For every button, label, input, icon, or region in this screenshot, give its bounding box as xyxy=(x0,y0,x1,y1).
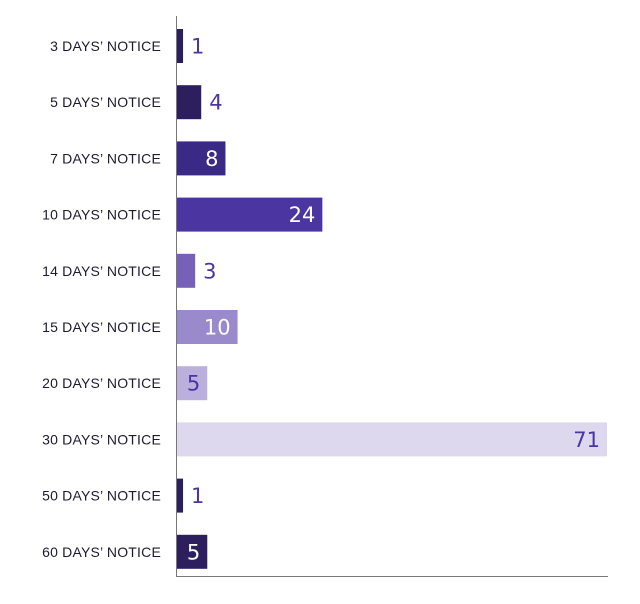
bar-3 xyxy=(177,141,226,176)
bar-8 xyxy=(177,422,607,457)
bar-5 xyxy=(177,253,196,288)
value-label-8: 71 xyxy=(573,428,600,452)
category-label-2: 5 DAYS’ NOTICE xyxy=(50,94,161,110)
category-label-4: 10 DAYS’ NOTICE xyxy=(42,207,161,223)
category-label-3: 7 DAYS’ NOTICE xyxy=(50,150,161,166)
value-label-6: 10 xyxy=(204,316,231,340)
category-label-1: 3 DAYS’ NOTICE xyxy=(50,38,161,54)
value-labels-group: 1 4 8 24 3 10 5 71 1 5 xyxy=(187,35,600,565)
bar-2 xyxy=(177,85,202,120)
value-label-10: 5 xyxy=(187,540,200,564)
bar-10 xyxy=(177,534,208,569)
bar-1 xyxy=(177,29,184,63)
value-label-1: 1 xyxy=(191,35,204,59)
value-label-9: 1 xyxy=(191,484,204,508)
category-label-7: 20 DAYS’ NOTICE xyxy=(42,375,161,391)
bars-group xyxy=(177,29,607,569)
value-label-2: 4 xyxy=(209,91,222,115)
category-label-10: 60 DAYS’ NOTICE xyxy=(42,544,161,560)
category-labels-group: 3 DAYS’ NOTICE 5 DAYS’ NOTICE 7 DAYS’ NOTI… xyxy=(42,38,161,560)
bar-4 xyxy=(177,197,323,232)
bar-7 xyxy=(177,366,208,401)
category-label-8: 30 DAYS’ NOTICE xyxy=(42,431,161,447)
value-label-5: 3 xyxy=(203,259,216,283)
value-label-3: 8 xyxy=(205,147,218,171)
bar-6 xyxy=(177,310,238,344)
category-label-5: 14 DAYS’ NOTICE xyxy=(42,263,161,279)
category-label-6: 15 DAYS’ NOTICE xyxy=(42,319,161,335)
value-label-4: 24 xyxy=(289,203,316,227)
value-label-7: 5 xyxy=(187,372,200,396)
bar-9 xyxy=(177,478,184,513)
category-label-9: 50 DAYS’ NOTICE xyxy=(42,488,161,504)
